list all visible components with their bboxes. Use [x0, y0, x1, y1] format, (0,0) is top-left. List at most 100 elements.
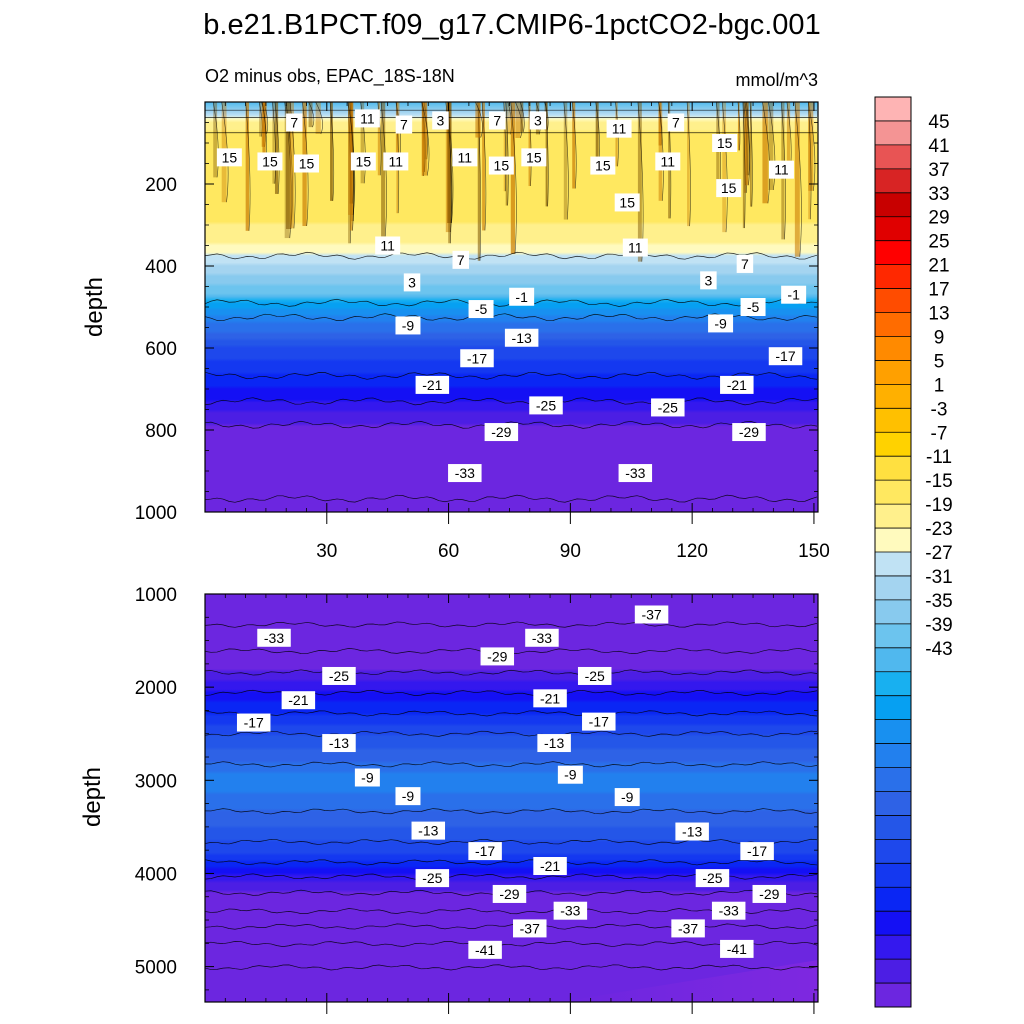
contour-label-box: [720, 939, 754, 958]
surface-streak: [448, 102, 451, 244]
contour-label-box: [529, 396, 563, 415]
contour-label: -29: [732, 423, 766, 442]
surface-streak: [315, 102, 321, 135]
x-tick-label: 90: [560, 541, 581, 562]
y-tick-label: 4000: [135, 864, 177, 885]
contour-label-text: -33: [455, 465, 475, 481]
colorbar-tick-label: 41: [928, 136, 949, 157]
colorbar-swatch: [875, 480, 911, 505]
contour-label-box: [468, 940, 502, 959]
contour-label-text: 15: [619, 194, 635, 210]
contour-label-text: -29: [739, 424, 759, 440]
surface-streak: [475, 102, 481, 138]
contour-label-box: [529, 111, 547, 130]
colorbar-swatch: [875, 719, 911, 744]
contour-label: -9: [708, 314, 734, 333]
colorbar-tick-label: 21: [928, 256, 949, 277]
surface-streak-contour: [308, 102, 315, 128]
contour-label-text: 15: [717, 135, 733, 151]
contour-label-box: [509, 287, 535, 306]
colorbar-swatch: [875, 504, 911, 529]
surface-streak-contour: [768, 102, 776, 191]
surface-streak-contour: [749, 102, 753, 207]
contour-label-text: -17: [775, 348, 795, 364]
contour-label-box: [736, 254, 754, 273]
contour-label: -37: [634, 605, 669, 624]
contour-label-text: 15: [222, 149, 238, 165]
surface-streak: [330, 102, 333, 201]
surface-streak: [421, 102, 428, 176]
surface-streak-contour: [721, 102, 728, 233]
lower-frame: [204, 593, 819, 1003]
surface-streak-contour: [571, 102, 577, 189]
contour-label: 15: [257, 152, 283, 171]
contour-label: 3: [403, 273, 421, 292]
contour-label: -13: [675, 822, 709, 841]
colorbar-swatch: [875, 552, 911, 577]
contour-label: -25: [415, 869, 450, 888]
units-label: mmol/m^3: [736, 70, 818, 90]
contour-label: -29: [480, 647, 515, 666]
contour-label-text: -41: [727, 941, 747, 957]
colorbar-swatch: [875, 623, 911, 649]
contour-label-text: 15: [356, 153, 372, 169]
contour-label-box: [577, 666, 612, 685]
contour-label: 15: [521, 148, 547, 167]
surface-streak-contour: [742, 102, 746, 229]
colorbar-tick-label: -39: [925, 615, 952, 636]
contour-label-box: [460, 349, 494, 368]
contour-line: [205, 397, 818, 406]
contour-label: 3: [700, 271, 717, 290]
surface-streak: [808, 102, 811, 220]
contour-label-box: [350, 152, 376, 171]
contour-line: [205, 313, 818, 322]
contour-label-box: [480, 647, 515, 666]
contour-label: -5: [740, 298, 766, 316]
contour-label-box: [537, 734, 571, 753]
contour-label: 11: [655, 152, 681, 171]
contour-label-box: [582, 712, 616, 731]
contour-label-text: 11: [389, 153, 404, 169]
contour-label-text: -17: [475, 843, 495, 859]
contour-label: -21: [533, 857, 567, 875]
surface-streak-contour: [510, 102, 517, 254]
x-tick-label: 120: [676, 541, 708, 562]
surface-streak: [520, 102, 524, 132]
surface-streak: [572, 102, 576, 189]
contour-line: [205, 621, 818, 628]
surface-streak: [722, 102, 727, 233]
colorbar-swatch: [875, 97, 911, 122]
contour-label-text: -13: [544, 735, 564, 751]
contour-label: -25: [529, 396, 563, 415]
contour-label-box: [618, 464, 653, 483]
colorbar-tick-label: -27: [925, 543, 952, 564]
contour-label-text: 3: [704, 272, 712, 288]
contour-label: 11: [354, 109, 380, 128]
colorbar-tick-label: 37: [928, 160, 949, 181]
surface-streak: [737, 102, 740, 151]
surface-streak-contour: [349, 102, 354, 231]
contour-label-box: [375, 236, 401, 255]
contour-label: 7: [667, 113, 685, 132]
colorbar-swatch: [875, 288, 911, 313]
contour-label: 11: [768, 160, 794, 179]
surface-streak: [658, 102, 663, 201]
contour-label: -17: [468, 842, 502, 861]
contour-line: [205, 761, 818, 768]
contour-label: -5: [468, 300, 494, 319]
contour-label: 3: [529, 111, 547, 130]
contour-label-text: 15: [262, 153, 278, 169]
contour-label-text: -9: [361, 770, 374, 786]
contour-label-box: [293, 154, 319, 173]
surface-streak: [274, 102, 279, 194]
surface-streak: [637, 102, 642, 262]
contour-label-text: -33: [719, 903, 739, 919]
contour-line: [205, 420, 818, 429]
contour-label-text: -25: [329, 668, 349, 684]
contour-label-text: -29: [487, 648, 507, 664]
surface-streak: [360, 102, 365, 184]
contour-label-text: 15: [721, 180, 737, 196]
contour-label-box: [720, 375, 754, 394]
colorbar-tick-label: 9: [934, 327, 945, 348]
contour-label: 15: [716, 179, 742, 198]
